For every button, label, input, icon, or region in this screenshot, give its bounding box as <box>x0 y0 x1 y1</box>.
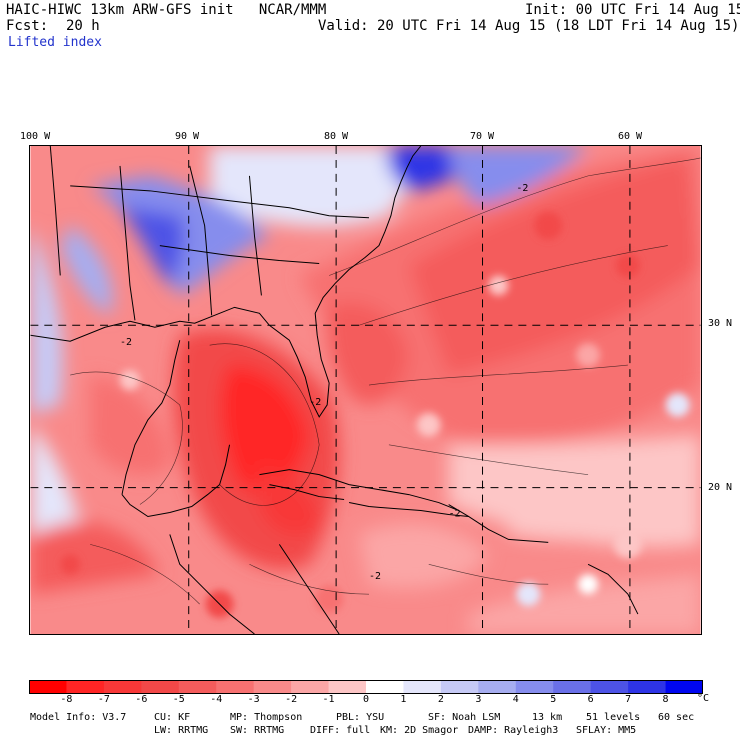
cumulus-scheme: CU: KF <box>154 712 191 723</box>
colorbar-swatch <box>590 680 629 694</box>
colorbar-tick-label: 5 <box>550 694 557 705</box>
colorbar <box>29 680 703 694</box>
colorbar-tick-label: 2 <box>437 694 444 705</box>
colorbar-swatch <box>328 680 367 694</box>
colorbar-tick-label: -5 <box>172 694 185 705</box>
lat-label-20n: 20 N <box>708 482 733 493</box>
colorbar-swatch <box>440 680 479 694</box>
resolution: 13 km <box>532 712 563 723</box>
colorbar-swatch <box>515 680 554 694</box>
colorbar-tick-label: -1 <box>322 694 335 705</box>
contour-label: -2 <box>369 571 381 582</box>
colorbar-swatch <box>665 680 703 694</box>
pbl-scheme: PBL: YSU <box>336 712 385 723</box>
colorbar-tick-label: 3 <box>475 694 482 705</box>
colorbar-tick-label: 8 <box>662 694 669 705</box>
colorbar-swatch <box>291 680 330 694</box>
colorbar-tick-label: 6 <box>587 694 594 705</box>
shaded-field <box>30 146 701 634</box>
surface-scheme: SF: Noah LSM <box>428 712 501 723</box>
colorbar-frame <box>29 680 703 694</box>
diffusion-option: DIFF: full <box>310 725 371 736</box>
timestep: 60 sec <box>658 712 695 723</box>
colorbar-swatch <box>478 680 517 694</box>
contours <box>70 157 701 605</box>
init-time: Init: 00 UTC Fri 14 Aug 15 <box>525 2 740 18</box>
longwave-scheme: LW: RRTMG <box>154 725 209 736</box>
colorbar-swatch <box>66 680 105 694</box>
colorbar-unit: °C <box>697 693 710 704</box>
colorbar-swatch <box>216 680 255 694</box>
latlon-grid <box>30 146 701 634</box>
colorbar-swatch <box>366 680 404 694</box>
lifted-index-map: -2 -2 -2 -2 -2 <box>29 145 702 635</box>
colorbar-tick-label: 0 <box>362 694 370 705</box>
colorbar-swatch <box>29 680 67 694</box>
contour-labels: -2 -2 -2 -2 -2 <box>120 183 528 582</box>
colorbar-tick-label: 1 <box>400 694 407 705</box>
colorbar-tick-label: 7 <box>625 694 632 705</box>
km-option: KM: 2D Smagor <box>380 725 459 736</box>
lon-label-70w: 70 W <box>470 131 495 142</box>
forecast-label: Fcst: <box>6 18 49 34</box>
forecast-hour: 20 h <box>66 18 100 34</box>
contour-label: -2 <box>449 508 461 519</box>
colorbar-tick-label: -3 <box>247 694 260 705</box>
lat-label-30n: 30 N <box>708 318 733 329</box>
coastlines <box>30 146 639 634</box>
lon-label-60w: 60 W <box>618 131 643 142</box>
colorbar-swatch <box>553 680 592 694</box>
microphysics-scheme: MP: Thompson <box>230 712 303 723</box>
contour-label: -2 <box>309 397 321 408</box>
colorbar-swatch <box>628 680 667 694</box>
damping-option: DAMP: Rayleigh3 <box>468 725 559 736</box>
colorbar-swatch <box>103 680 142 694</box>
contour-label: -2 <box>516 183 528 194</box>
model-version: Model Info: V3.7 <box>30 712 127 723</box>
colorbar-tick-label: -2 <box>285 694 298 705</box>
surface-layer-option: SFLAY: MM5 <box>576 725 637 736</box>
valid-time: Valid: 20 UTC Fri 14 Aug 15 (18 LDT Fri … <box>318 18 740 34</box>
colorbar-tick-label: 4 <box>512 694 519 705</box>
colorbar-swatch <box>141 680 180 694</box>
shortwave-scheme: SW: RRTMG <box>230 725 285 736</box>
lon-label-100w: 100 W <box>20 131 51 142</box>
colorbar-swatch <box>403 680 442 694</box>
lon-label-80w: 80 W <box>324 131 349 142</box>
contour-label: -2 <box>120 337 132 348</box>
vertical-levels: 51 levels <box>586 712 641 723</box>
colorbar-swatch <box>253 680 292 694</box>
colorbar-tick-label: -4 <box>210 694 223 705</box>
colorbar-swatch <box>178 680 217 694</box>
field-name: Lifted index <box>8 35 102 50</box>
colorbar-tick-label: -6 <box>135 694 148 705</box>
model-title: HAIC-HIWC 13km ARW-GFS init NCAR/MMM <box>6 2 327 18</box>
colorbar-tick-label: -8 <box>60 694 73 705</box>
lon-label-90w: 90 W <box>175 131 200 142</box>
colorbar-tick-label: -7 <box>97 694 110 705</box>
